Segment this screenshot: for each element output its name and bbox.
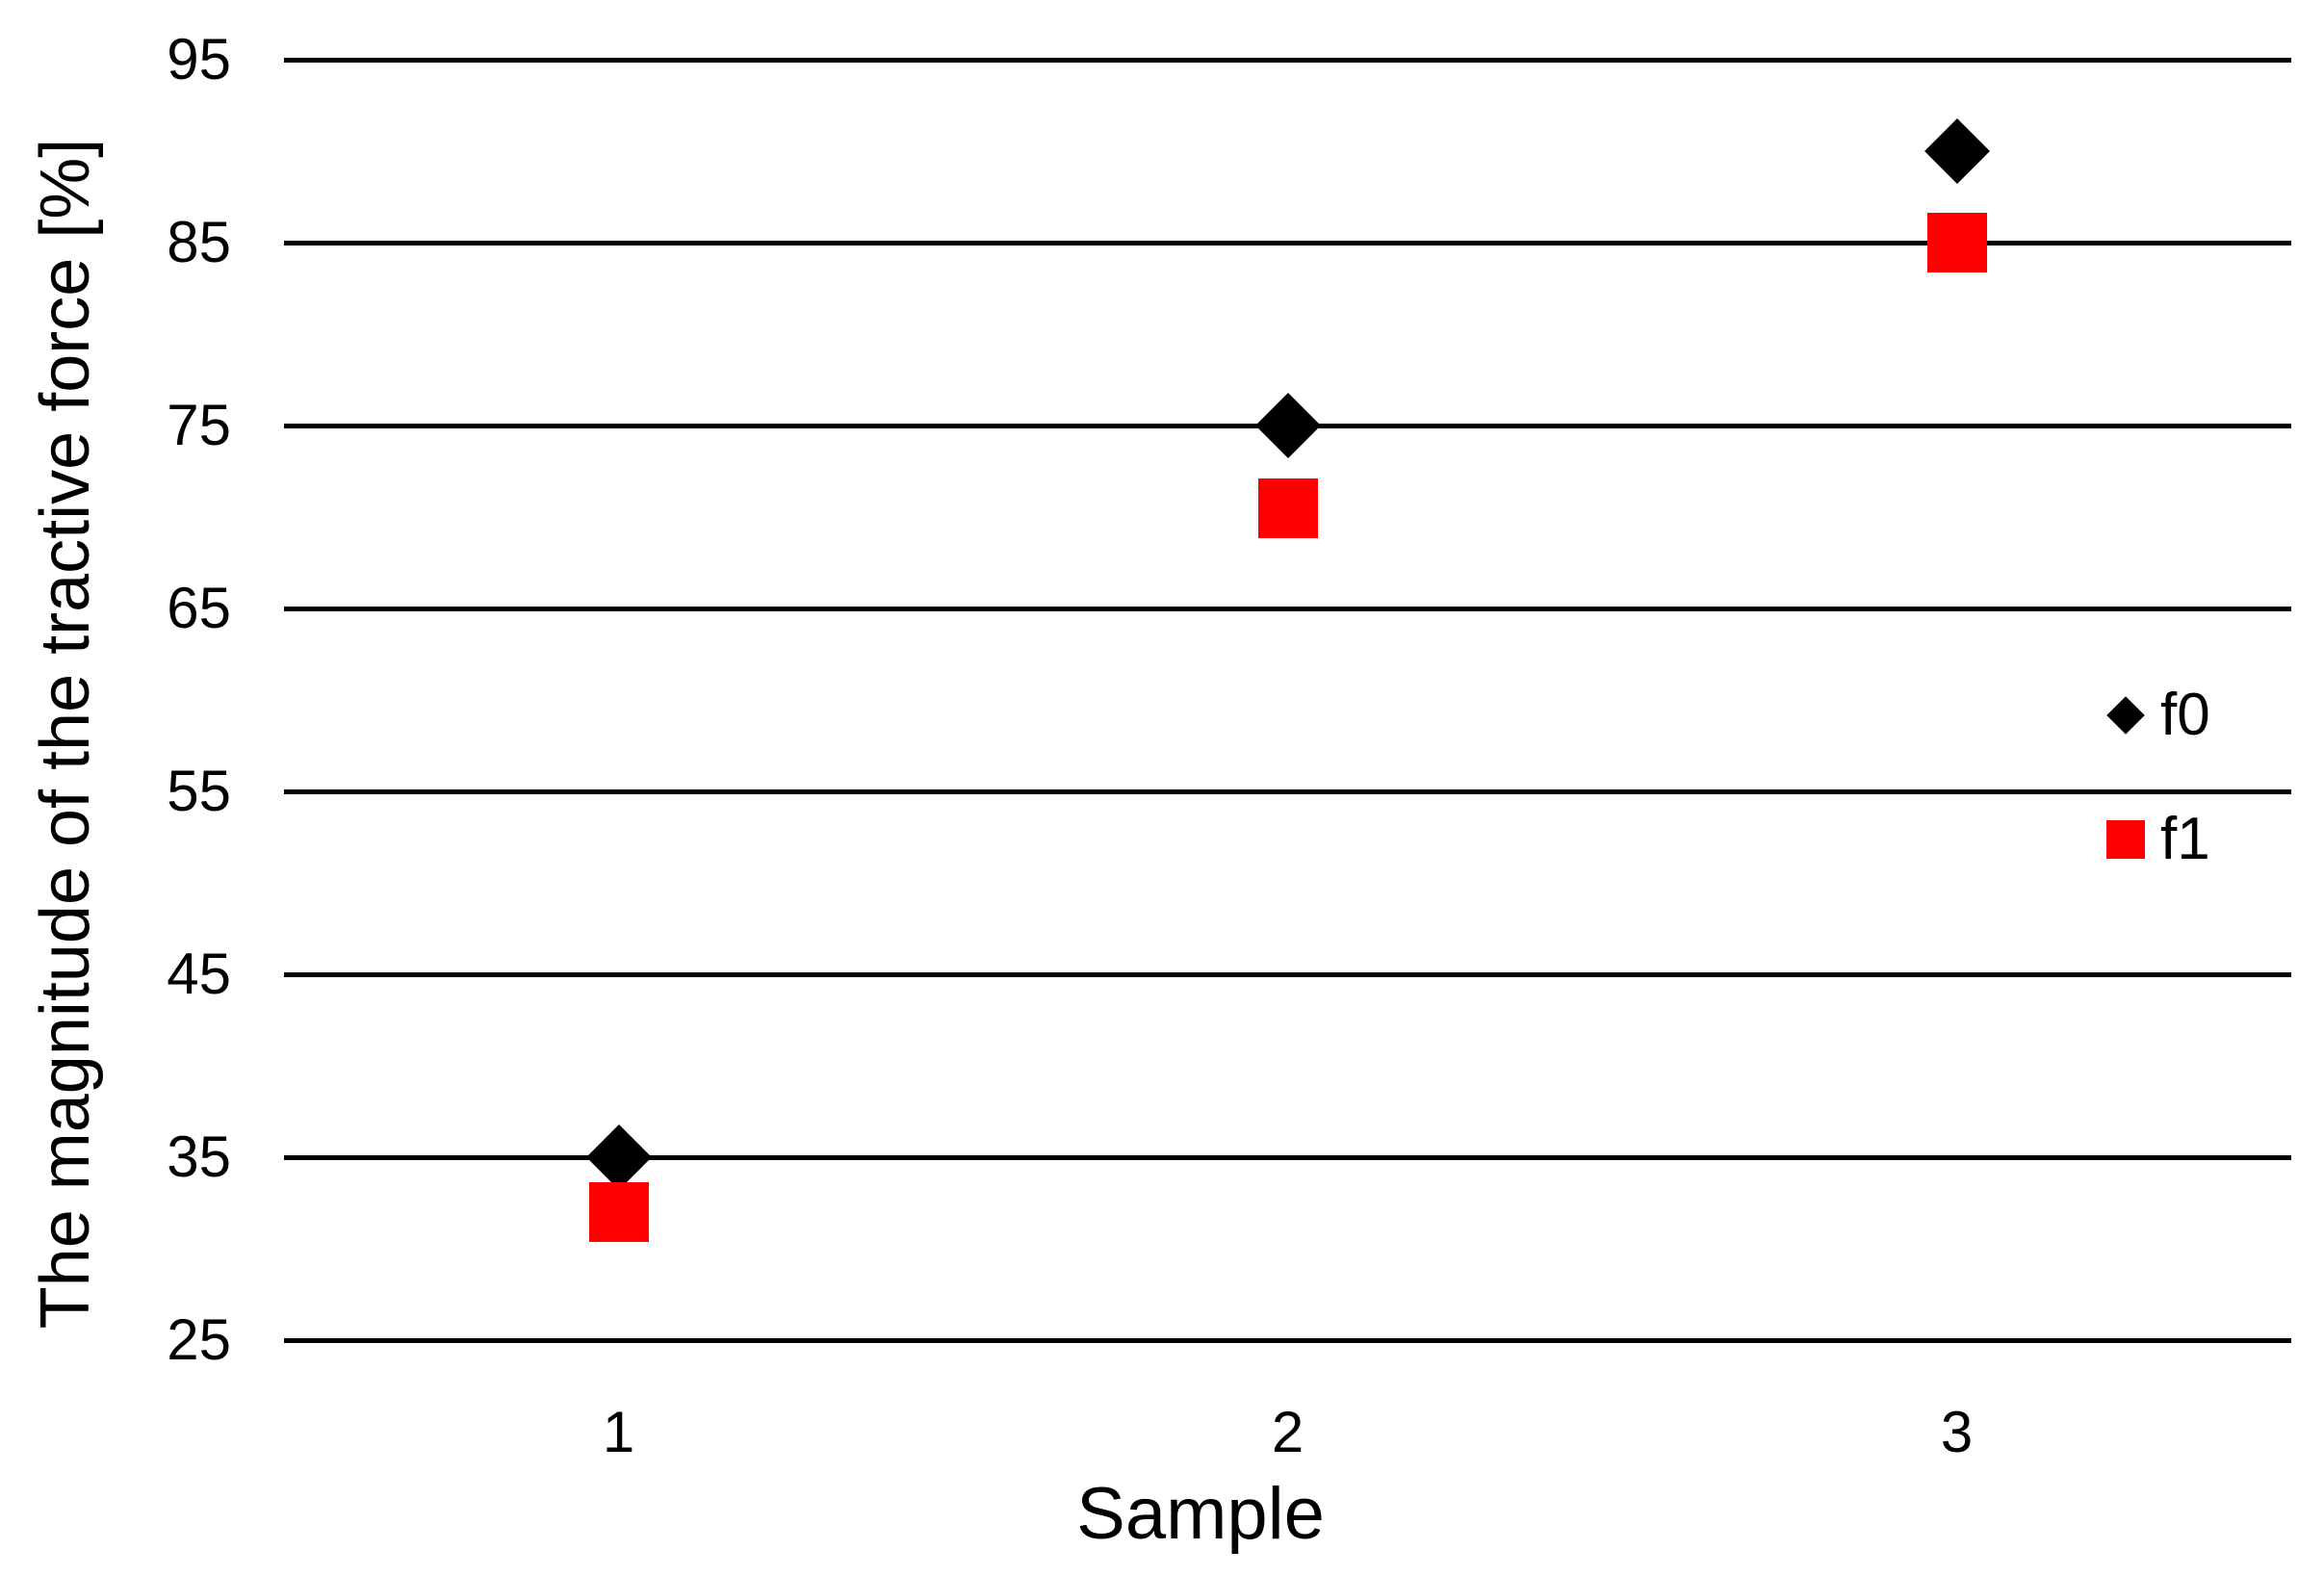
y-tick-label-65: 65 xyxy=(167,576,231,640)
gridline-y-65 xyxy=(284,606,2291,611)
legend-diamond-icon xyxy=(2106,696,2145,735)
data-point-f0-sample2 xyxy=(1254,393,1321,458)
gridline-y-45 xyxy=(284,971,2291,977)
legend-label-f1: f1 xyxy=(2160,806,2210,872)
gridline-y-85 xyxy=(284,240,2291,245)
y-tick-label-75: 75 xyxy=(167,393,231,457)
y-tick-label-45: 45 xyxy=(167,942,231,1006)
data-point-f1-sample3 xyxy=(1926,213,1987,272)
legend-square-icon xyxy=(2106,820,2145,859)
x-axis-title: Sample xyxy=(1076,1473,1325,1555)
x-tick-label-1: 1 xyxy=(602,1400,635,1464)
gridline-y-95 xyxy=(284,57,2291,63)
legend-label-f0: f0 xyxy=(2160,682,2210,748)
legend-entry-f1: f1 xyxy=(2106,810,2210,869)
gridline-y-25 xyxy=(284,1337,2291,1343)
legend-entry-f0: f0 xyxy=(2106,685,2210,745)
x-tick-label-2: 2 xyxy=(1271,1400,1304,1464)
data-point-f0-sample3 xyxy=(1924,118,1990,184)
y-tick-label-25: 25 xyxy=(167,1307,231,1372)
y-tick-label-55: 55 xyxy=(167,759,231,823)
x-tick-label-3: 3 xyxy=(1940,1400,1974,1464)
data-point-f1-sample1 xyxy=(588,1182,649,1242)
data-point-f0-sample1 xyxy=(585,1124,652,1190)
gridline-y-55 xyxy=(284,788,2291,794)
y-tick-label-35: 35 xyxy=(167,1124,231,1189)
y-tick-label-95: 95 xyxy=(167,27,231,91)
gridline-y-35 xyxy=(284,1154,2291,1160)
data-point-f1-sample2 xyxy=(1257,478,1318,538)
y-tick-label-85: 85 xyxy=(167,210,231,274)
